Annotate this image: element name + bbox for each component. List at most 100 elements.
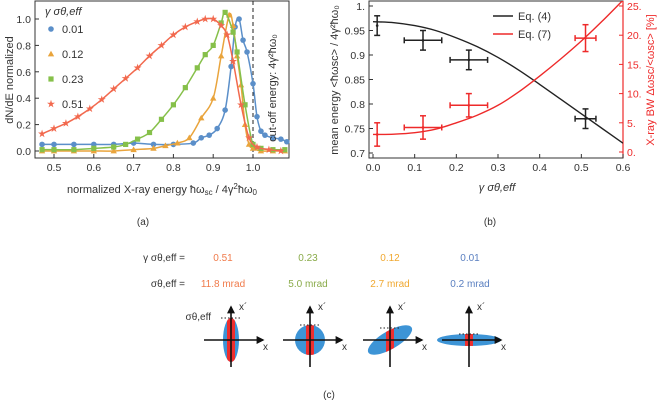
data-point-square [202,52,208,58]
data-point-star [201,14,210,23]
data-point-circle [39,141,45,148]
phase-space-column: 0.23 5.0 mrad x x´ [283,253,347,367]
legend-label: 0.12 [62,49,83,61]
gamma-sigma-value: 0.12 [380,253,400,264]
data-point-circle [244,49,250,55]
x-axis-label: x [422,342,427,353]
data-point-star [133,63,142,72]
phase-space-column: 0.51 11.8 mrad x x´ σθ,eff [186,253,268,367]
data-point-star [145,51,154,60]
data-point-triangle [174,139,181,146]
x-tick-label: 0.8 [166,162,181,174]
legend-label: 0.23 [62,74,83,86]
y-tick-label: 0.2 [16,120,31,132]
x-tick-label: 0.6 [616,162,631,174]
legend-label: Eq. (7) [518,29,551,41]
data-point-square [51,147,57,153]
y-tick-label: 0.4 [16,93,31,105]
data-point [584,117,587,120]
gamma-sigma-value: 0.01 [460,253,480,264]
data-point-triangle [150,145,157,151]
y-left-tick-label: 0.7 [350,148,365,160]
data-point-star [85,104,94,113]
data-point-square [242,102,248,108]
xprime-axis-label: x´ [477,301,485,313]
data-point-star [181,22,190,31]
y-tick-label: 0.0 [16,146,31,158]
y-right-tick-label: 10. [627,89,642,101]
data-point-circle [258,128,264,134]
data-point-circle [262,132,268,138]
x-tick-label: 0.5 [47,162,62,174]
data-point-star [237,100,246,109]
y-axis-left-label: mean energy <ħωsc> / 4γ²ħω₀ [329,5,341,155]
y-right-tick-label: 25. [627,1,642,13]
panel-label-b: (b) [484,217,496,228]
data-point-square [158,116,165,122]
x-axis-label: γ σθ,eff [479,182,516,194]
cutoff-label: cut-off energy: 4γ²ħω₀ [267,34,279,142]
x-tick-label: 1.0 [246,162,261,174]
data-point-circle [198,135,205,141]
error-bar-point [449,49,489,71]
panel-label-a: (a) [137,217,149,228]
data-point-circle [48,26,54,32]
data-point-star [245,133,254,142]
error-bar-point [574,108,597,130]
sigma-value: 11.8 mrad [201,279,245,290]
data-point-square [48,76,54,82]
error-bar-point [374,15,381,37]
panel-b-mean-energy-chart: 0.0 0.1 0.2 0.3 0.4 0.5 0.6 0.7 0.75 0.8 0.85 0.9 0.… [329,0,657,194]
data-point-square [170,102,176,108]
data-point-star [223,30,232,39]
error-bar-point [574,23,597,53]
data-point-triangle [210,94,217,101]
data-point-star [38,129,47,138]
phase-space-column: 0.12 2.7 mrad x x´ [363,253,427,367]
phase-space-column: 0.01 0.2 mrad x x´ [437,253,506,367]
sigma-value: 2.7 mrad [370,279,409,290]
data-point-circle [222,107,228,113]
data-point [467,103,471,107]
legend-label: 0.01 [62,24,83,36]
data-point-triangle [162,142,169,149]
data-point-circle [240,37,246,43]
data-point-star [97,95,106,103]
x-tick-label: 0.5 [574,162,589,174]
gamma-sigma-value: 0.51 [213,253,233,264]
curve-Eq. (7) [372,1,623,136]
data-point-circle [236,16,242,22]
error-bar-point [374,122,381,147]
y-axis-right-label: X-ray BW Δωsc/<ωsc> [%] [645,14,657,146]
data-point-circle [278,136,284,142]
y-left-tick-label: 1. [356,1,365,13]
sigma-value: 5.0 mrad [288,279,327,290]
data-point [421,39,425,42]
data-point-circle [150,141,157,148]
data-point [375,133,379,136]
legend-label: 0.51 [62,99,83,111]
y-tick-label: 0.8 [16,40,31,52]
data-point-star [209,14,218,23]
data-point-square [123,141,129,147]
data-point-triangle [186,134,193,141]
panel-a-spectra-chart: 0.5 0.6 0.7 0.8 0.9 1.0 0.0 0.2 0.4 0.6 0.8 1.0 0.01… [4,0,290,197]
data-point-circle [250,80,256,87]
row-label-sigma: σθ,eff = [151,279,185,290]
y-tick-label: 0.6 [16,67,31,79]
data-point-star [169,30,178,39]
data-point-square [234,49,240,55]
xprime-axis-label: x´ [398,301,406,313]
data-point [584,36,587,40]
gamma-sigma-value: 0.23 [298,253,318,264]
x-axis-label: normalized X-ray energy ħωsc / 4γ2ħω0 [67,182,258,197]
data-point-square [282,147,288,153]
data-point-triangle [47,50,55,57]
data-point-circle [206,132,213,138]
x-axis-label: x [263,342,268,353]
data-point-triangle [198,114,205,121]
panel-label-c: (c) [323,390,335,401]
x-tick-label: 0.6 [86,162,101,174]
data-point [375,24,379,27]
